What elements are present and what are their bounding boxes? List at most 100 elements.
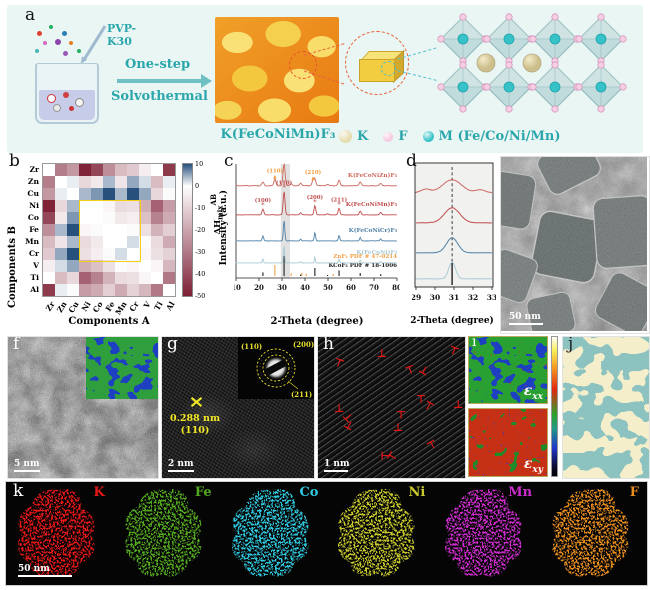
strain-label-exy: εxy bbox=[524, 456, 543, 475]
strain-inset-map bbox=[86, 337, 158, 399]
heatmap-cell bbox=[55, 188, 67, 200]
heatmap-cell bbox=[79, 212, 91, 224]
molecule-icon bbox=[69, 106, 74, 111]
beaker-icon bbox=[35, 63, 99, 124]
legend-label: F bbox=[398, 129, 407, 144]
heatmap-cell bbox=[79, 236, 91, 248]
dislocation-marker-icon: ⊥ bbox=[377, 348, 387, 359]
svg-text:(200): (200) bbox=[307, 194, 324, 201]
heatmap-cell bbox=[79, 248, 91, 260]
heatmap-row-label: Zn bbox=[19, 176, 39, 188]
heatmap-cell bbox=[91, 236, 103, 248]
panel-label-d: d bbox=[406, 153, 417, 170]
heatmap-cell bbox=[91, 164, 103, 176]
panel-e-tem: e 50 nm bbox=[500, 156, 650, 334]
svg-text:(100): (100) bbox=[255, 197, 272, 204]
heatmap-cell bbox=[163, 176, 175, 188]
heatmap-cell bbox=[103, 248, 115, 260]
panel-j-spinodal-pattern: j bbox=[562, 336, 650, 479]
heatmap-cell bbox=[103, 212, 115, 224]
heatmap-cell bbox=[139, 248, 151, 260]
arrow-label-bottom: Solvothermal bbox=[111, 89, 208, 104]
heatmap-cell bbox=[43, 188, 55, 200]
heatmap-cell bbox=[163, 200, 175, 212]
crystal-structure bbox=[435, 11, 637, 119]
panel-h-dislocations: h ⊥ ⊥ ⊥ ⊥ ⊥ ⊥ ⊥ ⊥ ⊥ ⊥ ⊥ ⊥ ⊥ ⊥ ⊥ ⊥ 1 nm bbox=[317, 336, 466, 479]
molecule-icon bbox=[53, 104, 61, 112]
legend-item: F bbox=[383, 129, 407, 144]
heatmap-cell bbox=[151, 188, 163, 200]
colorbar-tick: 10 bbox=[195, 161, 203, 167]
legend-label: M (Fe/Co/Ni/Mn) bbox=[439, 129, 561, 144]
product-formula: K(FeCoNiMn)F₃ bbox=[203, 127, 353, 142]
heatmap-cell bbox=[115, 248, 127, 260]
heatmap-cell bbox=[151, 212, 163, 224]
heatmap-cell bbox=[67, 176, 79, 188]
svg-text:80: 80 bbox=[392, 283, 400, 292]
heatmap-cell bbox=[115, 188, 127, 200]
heatmap-cell bbox=[43, 224, 55, 236]
legend-item: M (Fe/Co/Ni/Mn) bbox=[423, 129, 561, 144]
legend-sphere-icon bbox=[383, 132, 393, 142]
heatmap-cell bbox=[103, 176, 115, 188]
heatmap-cell bbox=[139, 176, 151, 188]
heatmap-cell bbox=[91, 284, 103, 296]
element-label-Ni: Ni bbox=[408, 485, 425, 500]
molecule-icon bbox=[47, 94, 56, 103]
heatmap-cell bbox=[79, 272, 91, 284]
precursor-dot bbox=[55, 39, 61, 45]
heatmap-cell bbox=[127, 212, 139, 224]
heatmap-cell bbox=[103, 200, 115, 212]
sem-image bbox=[215, 17, 339, 123]
heatmap-row-labels: Zr Zn Cu Ni Co Fe Mn Cr V Ti Al bbox=[19, 164, 39, 296]
heatmap-cell bbox=[43, 236, 55, 248]
arrow-label-top: One-step bbox=[125, 57, 190, 72]
k-atom bbox=[477, 54, 495, 72]
heatmap-cell bbox=[163, 272, 175, 284]
heatmap-cell bbox=[163, 236, 175, 248]
heatmap-cell bbox=[79, 188, 91, 200]
svg-text:K(FeCoNiZn)F₃: K(FeCoNiZn)F₃ bbox=[348, 172, 398, 179]
heatmap-row-label: Ti bbox=[19, 272, 39, 284]
colorbar-tick: -40 bbox=[195, 271, 205, 277]
svg-text:33: 33 bbox=[487, 293, 496, 302]
panel-f-hrtem: f 5 nm bbox=[7, 336, 159, 479]
heatmap-cell bbox=[91, 224, 103, 236]
spinodal-image bbox=[563, 337, 649, 478]
heatmap-cell bbox=[163, 224, 175, 236]
svg-text:29: 29 bbox=[412, 293, 421, 302]
heatmap-cell bbox=[163, 284, 175, 296]
heatmap-cell bbox=[139, 188, 151, 200]
svg-text:40: 40 bbox=[300, 283, 310, 292]
heatmap-cell bbox=[163, 212, 175, 224]
colorbar-tick: 0 bbox=[195, 183, 199, 189]
svg-text:▲: ▲ bbox=[311, 176, 315, 181]
element-label-Co: Co bbox=[299, 485, 318, 500]
heatmap-cell bbox=[127, 272, 139, 284]
heatmap-cell bbox=[115, 164, 127, 176]
heatmap-y-axis-title: Components B bbox=[7, 176, 18, 308]
heatmap-cell bbox=[67, 164, 79, 176]
heatmap-cell bbox=[139, 284, 151, 296]
dislocation-marker-icon: ⊥ bbox=[333, 355, 346, 369]
heatmap-cell bbox=[103, 272, 115, 284]
heatmap-cell bbox=[139, 260, 151, 272]
svg-text:50: 50 bbox=[323, 283, 333, 292]
heatmap-cell bbox=[163, 164, 175, 176]
heatmap-cell bbox=[127, 176, 139, 188]
colorbar-tick: -10 bbox=[195, 205, 205, 211]
dislocation-marker-icon: ⊥ bbox=[393, 422, 403, 433]
heatmap-cell bbox=[103, 188, 115, 200]
heatmap-cell bbox=[151, 200, 163, 212]
dislocation-marker-icon: ⊥ bbox=[334, 403, 344, 414]
heatmap-cell bbox=[43, 272, 55, 284]
heatmap-cell bbox=[127, 248, 139, 260]
heatmap-cell bbox=[43, 248, 55, 260]
heatmap-cell bbox=[103, 224, 115, 236]
heatmap-row-label: V bbox=[19, 260, 39, 272]
svg-text:70: 70 bbox=[369, 283, 379, 292]
heatmap-cell bbox=[55, 224, 67, 236]
panel-label-j: j bbox=[568, 336, 573, 353]
heatmap-cell bbox=[79, 260, 91, 272]
panel-label-k: k bbox=[13, 483, 23, 500]
